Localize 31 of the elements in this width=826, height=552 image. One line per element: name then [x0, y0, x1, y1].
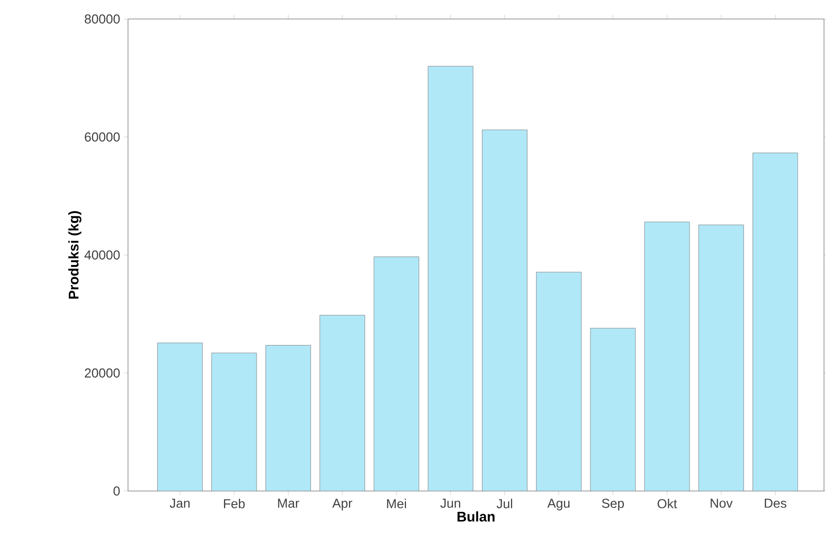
bar: [157, 342, 202, 491]
x-tick-label: Apr: [332, 498, 352, 510]
y-tick-label: 60000: [84, 132, 120, 142]
bar: [428, 66, 474, 491]
x-tick-label: Jul: [496, 498, 512, 508]
x-tick-label: Feb: [224, 498, 245, 508]
x-tick-label: Sep: [602, 498, 624, 511]
bar: [590, 328, 636, 491]
x-tick-label: Nov: [710, 498, 733, 508]
bar: [320, 315, 365, 491]
bar: [536, 272, 582, 491]
x-tick-label: Mar: [278, 498, 300, 508]
x-axis-title: Bulan: [458, 511, 495, 522]
y-tick-label: 80000: [84, 14, 120, 24]
x-tick-label: Agu: [547, 498, 570, 510]
bar: [752, 152, 798, 491]
x-tick-label: Jun: [440, 498, 460, 508]
bar: [644, 222, 690, 491]
bar: [374, 256, 419, 491]
x-tick-label: Okt: [658, 498, 678, 508]
x-tick-label: Jan: [170, 498, 190, 508]
y-tick-label: 0: [114, 486, 120, 496]
y-tick-label: 20000: [84, 368, 120, 378]
bar: [482, 130, 528, 491]
y-axis-title: Produksi (kg): [68, 211, 82, 299]
x-tick-label: Des: [764, 498, 786, 508]
bar: [698, 224, 744, 491]
x-tick-label: Mei: [387, 498, 406, 508]
bar: [266, 345, 311, 491]
y-tick-label: 40000: [84, 250, 120, 260]
bar: [212, 352, 257, 491]
